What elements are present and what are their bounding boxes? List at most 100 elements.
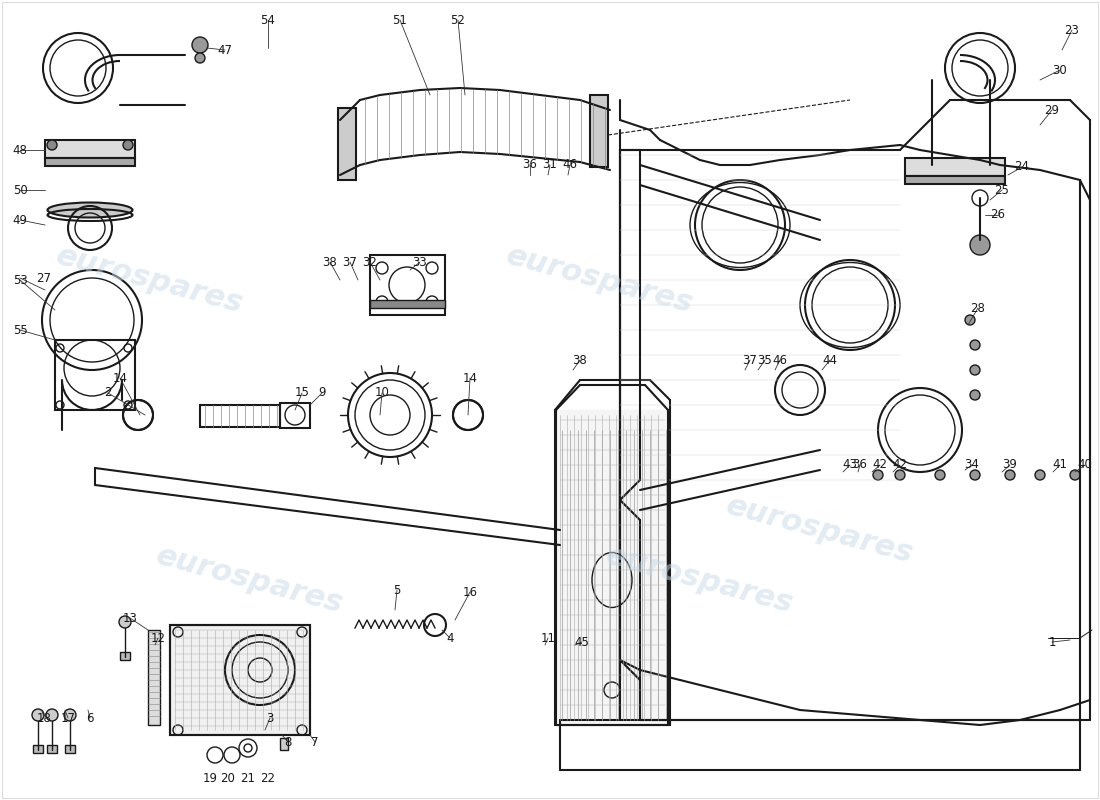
Text: 42: 42 xyxy=(892,458,907,471)
Bar xyxy=(120,652,130,660)
Circle shape xyxy=(965,315,975,325)
Bar xyxy=(170,625,310,735)
Bar xyxy=(338,108,356,180)
Text: 46: 46 xyxy=(562,158,578,171)
Text: 16: 16 xyxy=(462,586,477,598)
Text: 32: 32 xyxy=(363,255,377,269)
Ellipse shape xyxy=(47,202,132,218)
Circle shape xyxy=(46,709,58,721)
Text: 44: 44 xyxy=(823,354,837,366)
Text: 19: 19 xyxy=(202,771,218,785)
Text: 14: 14 xyxy=(462,371,477,385)
Text: 49: 49 xyxy=(12,214,28,226)
Text: eurospares: eurospares xyxy=(53,241,246,319)
Text: 1: 1 xyxy=(1048,635,1056,649)
Text: 13: 13 xyxy=(122,611,138,625)
Text: 43: 43 xyxy=(843,458,857,471)
Bar xyxy=(148,630,159,725)
Text: 23: 23 xyxy=(1065,23,1079,37)
Text: 54: 54 xyxy=(261,14,275,26)
Text: 4: 4 xyxy=(447,631,453,645)
Text: 11: 11 xyxy=(540,631,556,645)
Circle shape xyxy=(1035,470,1045,480)
Circle shape xyxy=(970,340,980,350)
Circle shape xyxy=(935,470,945,480)
Bar xyxy=(45,158,135,166)
Text: 39: 39 xyxy=(1002,458,1018,471)
Bar xyxy=(45,140,135,158)
Circle shape xyxy=(195,53,205,63)
Text: 35: 35 xyxy=(758,354,772,366)
Text: eurospares: eurospares xyxy=(503,241,696,319)
Bar xyxy=(170,625,310,735)
Bar xyxy=(200,405,280,427)
Bar xyxy=(33,745,43,753)
Bar xyxy=(370,255,446,315)
Text: 2: 2 xyxy=(104,386,112,399)
Text: 37: 37 xyxy=(342,255,358,269)
Text: 31: 31 xyxy=(542,158,558,171)
Text: 14: 14 xyxy=(112,371,128,385)
Circle shape xyxy=(895,470,905,480)
Circle shape xyxy=(119,616,131,628)
Text: 26: 26 xyxy=(990,209,1005,222)
Text: 45: 45 xyxy=(574,635,590,649)
Circle shape xyxy=(970,365,980,375)
Bar xyxy=(55,340,135,410)
Text: 15: 15 xyxy=(295,386,309,399)
Text: 5: 5 xyxy=(394,583,400,597)
Text: 25: 25 xyxy=(994,183,1010,197)
Circle shape xyxy=(192,37,208,53)
Text: eurospares: eurospares xyxy=(723,491,916,569)
Text: 12: 12 xyxy=(151,631,165,645)
Text: 18: 18 xyxy=(36,711,52,725)
Text: 53: 53 xyxy=(12,274,28,286)
Text: 17: 17 xyxy=(60,711,76,725)
Circle shape xyxy=(970,235,990,255)
Text: 47: 47 xyxy=(218,43,232,57)
Bar xyxy=(65,745,75,753)
Circle shape xyxy=(970,470,980,480)
Text: 42: 42 xyxy=(872,458,888,471)
Bar xyxy=(905,176,1005,184)
Bar xyxy=(280,738,288,750)
Text: 36: 36 xyxy=(852,458,868,471)
Circle shape xyxy=(32,709,44,721)
Text: 7: 7 xyxy=(311,735,319,749)
Text: 37: 37 xyxy=(742,354,758,366)
Text: 40: 40 xyxy=(1078,458,1092,471)
Text: 27: 27 xyxy=(36,271,52,285)
Text: 38: 38 xyxy=(573,354,587,366)
Text: 21: 21 xyxy=(241,771,255,785)
Circle shape xyxy=(123,140,133,150)
Text: 52: 52 xyxy=(451,14,465,26)
Circle shape xyxy=(64,709,76,721)
Text: 6: 6 xyxy=(86,711,94,725)
Bar xyxy=(590,95,608,167)
Circle shape xyxy=(970,390,980,400)
Text: eurospares: eurospares xyxy=(603,541,796,619)
Circle shape xyxy=(1070,470,1080,480)
Text: 9: 9 xyxy=(318,386,326,399)
Bar xyxy=(47,745,57,753)
Text: 34: 34 xyxy=(965,458,979,471)
Bar xyxy=(370,300,446,308)
Text: 55: 55 xyxy=(12,323,28,337)
Text: 28: 28 xyxy=(970,302,986,314)
Text: 36: 36 xyxy=(522,158,538,171)
Text: 41: 41 xyxy=(1053,458,1067,471)
Bar xyxy=(280,403,310,428)
Text: 10: 10 xyxy=(375,386,389,399)
Circle shape xyxy=(873,470,883,480)
Text: 48: 48 xyxy=(12,143,28,157)
Text: 24: 24 xyxy=(1014,161,1030,174)
Text: 50: 50 xyxy=(12,183,28,197)
Text: 3: 3 xyxy=(266,711,274,725)
Text: 33: 33 xyxy=(412,255,428,269)
Text: 8: 8 xyxy=(284,735,292,749)
Text: 46: 46 xyxy=(772,354,788,366)
Circle shape xyxy=(47,140,57,150)
Text: 29: 29 xyxy=(1045,103,1059,117)
Text: eurospares: eurospares xyxy=(153,541,346,619)
Text: 38: 38 xyxy=(322,255,338,269)
